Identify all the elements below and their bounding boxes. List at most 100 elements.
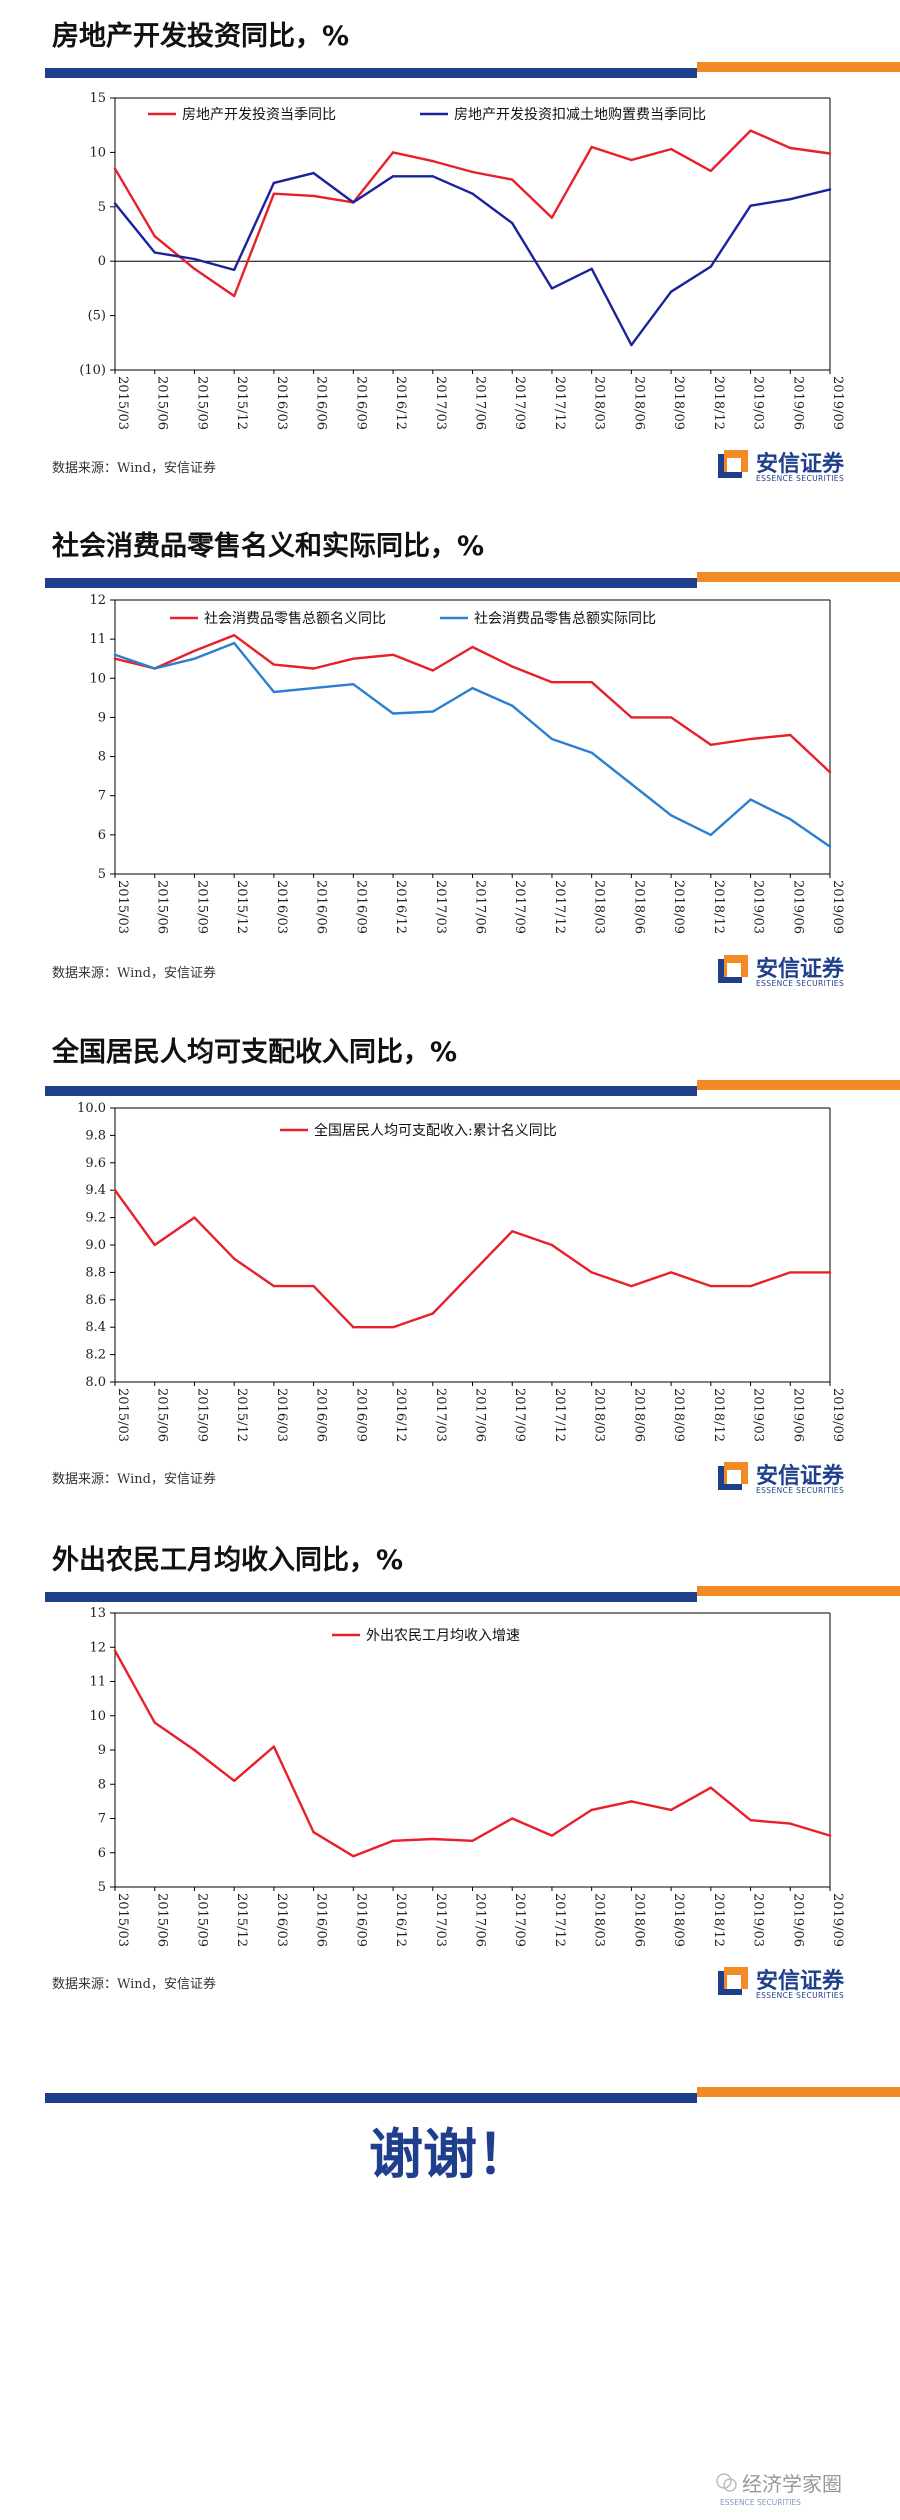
x-tick-label: 2018/09 [671, 376, 686, 430]
data-point [431, 175, 434, 178]
data-point [352, 657, 355, 660]
data-point [550, 681, 554, 684]
wechat-icon [716, 2473, 737, 2492]
x-tick-label: 2016/12 [393, 880, 408, 934]
data-point [391, 653, 395, 656]
header-rule-orange [697, 1080, 900, 1090]
data-point [590, 145, 593, 149]
data-point [749, 1819, 752, 1822]
x-tick-label: 2015/12 [234, 376, 249, 430]
x-tick-label: 2017/09 [512, 880, 527, 934]
data-point [669, 147, 673, 151]
data-point [550, 216, 554, 219]
data-point [153, 1243, 156, 1247]
header-rule-orange [697, 1586, 900, 1596]
data-point [153, 667, 156, 670]
data-point [511, 1230, 514, 1233]
chart-svg: 15 10 5 0 (5) (10) 2015/03 2015/06 2015/09 2015/1… [79, 91, 845, 430]
data-point [669, 716, 673, 719]
legend-label: 房地产开发投资扣减土地购置费当季同比 [454, 107, 706, 123]
x-tick-label: 2017/03 [433, 1893, 448, 1947]
x-tick-label: 2018/03 [592, 1893, 607, 1947]
x-tick-label: 2017/12 [552, 376, 567, 430]
data-point [113, 1189, 117, 1192]
company-logo: 安信证券 ESSENCE SECURITIES [718, 446, 878, 486]
x-tick-label: 2017/03 [433, 1388, 448, 1442]
y-tick-label: 8 [98, 750, 106, 765]
company-logo: 安信证券 ESSENCE SECURITIES [718, 951, 878, 991]
x-tick-label: 2018/03 [592, 880, 607, 934]
data-point [630, 1284, 633, 1288]
x-tick-label: 2019/09 [830, 376, 845, 430]
closing-rule-blue [45, 2093, 697, 2103]
chart-title: 外出农民工月均收入同比，% [52, 1545, 404, 1576]
x-tick-label: 2015/09 [194, 376, 209, 430]
x-tick-label: 2015/06 [155, 880, 170, 934]
y-tick-label: 6 [98, 828, 106, 843]
logo-text: 安信证券 [756, 1969, 845, 1994]
data-point [272, 1284, 276, 1288]
company-logo: 安信证券 ESSENCE SECURITIES [718, 1458, 878, 1498]
y-tick-label: 9.4 [85, 1183, 106, 1198]
x-tick-label: 2016/09 [353, 376, 368, 430]
data-point [590, 1271, 593, 1274]
data-point [352, 201, 355, 204]
header-rule-blue [45, 578, 697, 588]
data-point [789, 146, 792, 150]
data-point [630, 782, 633, 786]
y-tick-label: (5) [88, 309, 106, 324]
data-point [113, 167, 117, 170]
y-tick-label: 9.6 [85, 1156, 106, 1171]
watermark: 经济学家圈 ESSENCE SECURITIES [700, 2468, 890, 2516]
x-tick-label: 2016/12 [393, 376, 408, 430]
logo-subtext: ESSENCE SECURITIES [756, 1991, 845, 2000]
watermark-text: 经济学家圈 [742, 2472, 842, 2496]
data-point [113, 653, 117, 656]
logo-text: 安信证券 [756, 1464, 845, 1489]
data-point [789, 818, 792, 821]
legend-label: 社会消费品零售总额实际同比 [474, 611, 656, 627]
data-point [550, 1243, 554, 1247]
x-tick-label: 2019/06 [790, 376, 805, 430]
data-point [312, 667, 315, 670]
x-tick-label: 2019/09 [830, 880, 845, 934]
legend-label: 社会消费品零售总额名义同比 [204, 611, 386, 627]
y-tick-label: 6 [98, 1846, 106, 1861]
y-tick-label: 9.2 [85, 1211, 106, 1226]
data-point [749, 129, 752, 132]
x-tick-label: 2018/12 [711, 376, 726, 430]
data-point [749, 798, 752, 801]
y-tick-label: 7 [98, 789, 106, 804]
data-point [193, 657, 196, 660]
x-tick-label: 2017/09 [512, 1388, 527, 1442]
data-point [511, 1817, 514, 1820]
data-point [709, 1284, 713, 1288]
data-point [312, 686, 315, 690]
x-tick-label: 2015/09 [194, 1388, 209, 1442]
x-tick-label: 2019/06 [790, 880, 805, 934]
data-point [232, 634, 236, 637]
x-tick-label: 2019/06 [790, 1388, 805, 1442]
data-point [153, 251, 156, 254]
x-tick-label: 2017/12 [552, 1893, 567, 1947]
source-note: 数据来源：Wind，安信证券 [52, 1472, 216, 1487]
data-point [471, 686, 474, 690]
x-tick-label: 2018/12 [711, 1893, 726, 1947]
data-point [391, 151, 395, 154]
y-tick-label: 5 [98, 200, 106, 215]
data-point [232, 641, 236, 645]
x-tick-label: 2015/12 [234, 1388, 249, 1442]
x-tick-label: 2015/03 [115, 376, 130, 430]
y-tick-label: 15 [89, 91, 106, 106]
y-tick-label: 0 [98, 254, 106, 269]
data-point [232, 268, 236, 272]
logo-mark-icon [718, 1462, 748, 1490]
data-point [828, 152, 832, 155]
data-point [232, 1257, 236, 1260]
chart-title: 全国居民人均可支配收入同比，% [52, 1037, 458, 1068]
x-tick-label: 2016/06 [314, 1893, 329, 1947]
header-rule-blue [45, 68, 697, 78]
data-point [709, 833, 713, 837]
company-logo: 安信证券 ESSENCE SECURITIES [718, 1963, 878, 2003]
y-tick-label: 13 [89, 1606, 106, 1621]
